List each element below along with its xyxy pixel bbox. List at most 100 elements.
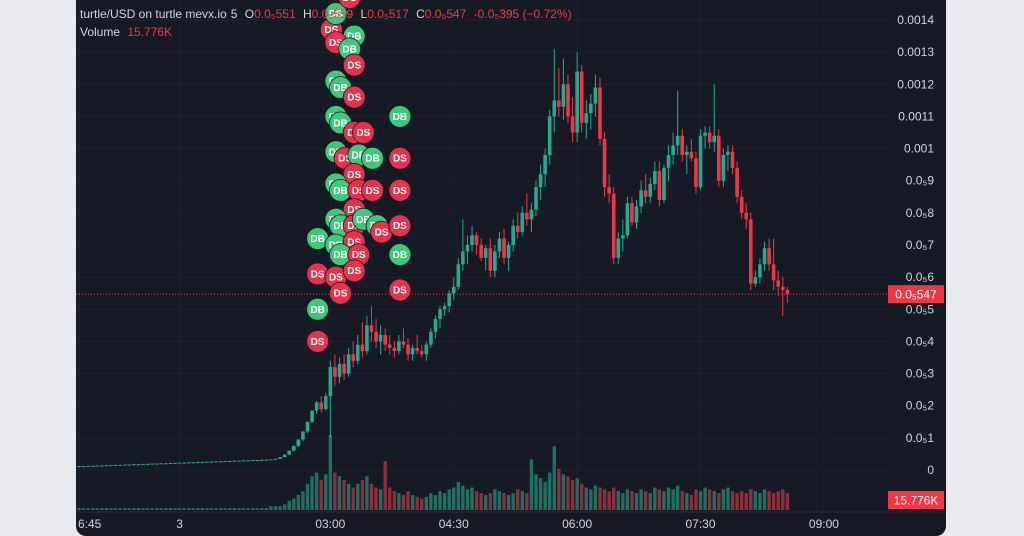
sell-marker[interactable]: DS [342,85,366,109]
candle-body [483,248,488,258]
symbol-header: turtle/USD on turtle mevx.io 5 O0.0₅551 H… [80,7,576,21]
candle-body [634,206,639,223]
candle-body [717,135,721,181]
candle-body [479,245,483,258]
candle-body [113,464,118,466]
volume-bar [333,472,337,510]
candle-body [168,462,173,464]
candle-body [378,335,383,342]
candle-body [465,245,470,252]
volume-bar [173,508,177,510]
candle-body [451,286,456,294]
time-tick-label: 3 [176,517,183,531]
volume-bar [205,508,209,510]
sell-marker[interactable]: DS [329,281,352,305]
candle-body [186,462,191,464]
candle-body [698,135,703,188]
volume-bar [648,493,652,510]
low-value: 0.0₅517 [367,7,409,21]
marker-label: DS [347,170,361,181]
sell-marker[interactable]: DS [388,214,412,238]
sell-marker[interactable]: DS [361,178,384,202]
candle-body [639,190,643,207]
volume-bar [621,493,625,510]
marker-label: DB [333,83,347,94]
sell-marker[interactable]: DS [342,259,366,283]
volume-bar [164,508,168,510]
candle-body [323,396,328,409]
volume-bar [420,498,424,510]
volume-bar [548,472,552,510]
candle-body [278,457,282,459]
candle-body [250,460,255,462]
buy-marker[interactable]: DB [388,243,412,267]
volume-bar [424,496,429,510]
candle-body [616,238,621,258]
volume-bar [712,491,716,510]
candle-body [593,87,598,104]
volume-bar [479,493,483,510]
buy-marker[interactable]: DB [388,105,412,128]
volume-bar [616,491,620,510]
volume-bar [598,487,602,510]
volume-badge [888,491,944,509]
volume-bar [767,491,771,510]
buy-marker[interactable]: DB [361,146,384,170]
sell-marker[interactable]: DS [342,53,366,77]
candle-body [328,367,333,397]
buy-marker[interactable]: DB [306,227,330,250]
candle-body [511,225,515,245]
volume-bar [269,506,273,510]
volume-bar [342,480,346,510]
candle-body [712,135,717,143]
marker-label: DB [352,151,366,162]
candle-body [525,212,529,220]
candle-body [643,190,648,197]
candle-body [310,410,314,422]
candle-body [136,464,141,466]
marker-label: DB [347,32,361,43]
volume-bar [109,508,113,510]
candle-body [456,264,461,287]
candle-body [429,331,433,345]
candlestick-chart[interactable]: DSDBDSDBDSDBDBDBDSDSDBDBDSDSDBDBDSDBDBDS… [76,0,946,536]
candle-body [196,461,200,463]
low-label: L [360,7,368,21]
marker-label: DB [329,9,343,20]
candle-body [191,462,196,464]
volume-bar [406,491,410,510]
sell-marker[interactable]: DS [388,178,412,202]
candle-body [346,354,351,374]
sell-marker[interactable]: DS [351,121,375,144]
volume-bar [611,487,616,510]
candle-body [785,290,790,295]
price-tick-label: 0.0014 [897,13,934,27]
candle-body [753,277,758,284]
symbol-name: turtle/USD on turtle mevx.io [80,7,227,21]
sell-marker[interactable]: DS [338,0,361,9]
marker-label: DS [347,93,361,104]
sell-marker[interactable]: DS [388,278,412,302]
candle-body [598,87,602,139]
buy-marker[interactable]: DB [306,297,330,321]
candle-body [520,212,525,233]
volume-badge-label: 15.776K [894,494,939,508]
candle-body [694,158,698,188]
candle-body [374,331,378,342]
chart-panel[interactable]: DSDBDSDBDSDBDBDBDSDSDBDBDSDSDBDBDSDBDBDS… [76,0,946,536]
sell-marker[interactable]: DS [306,330,330,353]
marker-label: DS [347,266,361,277]
volume-bar [675,485,680,510]
volume-bar [721,489,726,510]
volume-bar [698,491,703,510]
candle-body [611,193,616,258]
volume-bar [186,508,191,510]
buy-marker[interactable]: DB [324,2,348,25]
price-tick-label: 0.0₅1 [906,431,935,445]
sell-marker[interactable]: DS [388,146,412,170]
close-label: C [416,7,425,21]
marker-circle [388,243,412,267]
candle-body [762,248,767,265]
marker-label: DS [393,186,407,197]
volume-bar [730,491,735,510]
